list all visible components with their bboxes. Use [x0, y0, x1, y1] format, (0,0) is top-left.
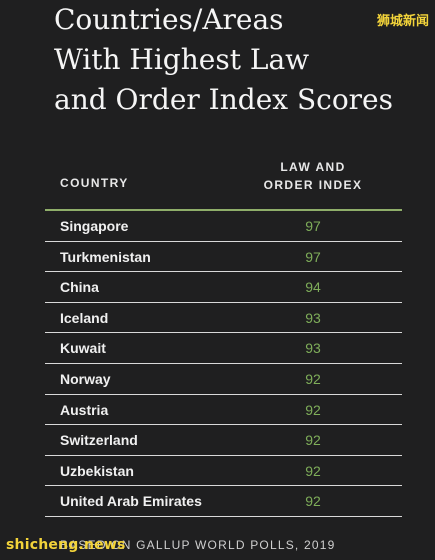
table-row: Austria 92 — [45, 395, 402, 426]
index-score: 92 — [305, 462, 321, 479]
country-name: United Arab Emirates — [60, 493, 202, 510]
index-score: 92 — [305, 493, 321, 510]
source-note: BASED ON GALLUP WORLD POLLS, 2019 — [60, 538, 336, 552]
table-row: Turkmenistan 97 — [45, 242, 402, 273]
table-row: Iceland 93 — [45, 303, 402, 334]
table-row: Singapore 97 — [45, 211, 402, 242]
index-score: 92 — [305, 370, 321, 387]
country-name: Turkmenistan — [60, 248, 151, 265]
index-score: 92 — [305, 432, 321, 449]
index-score: 94 — [305, 279, 321, 296]
country-name: Kuwait — [60, 340, 106, 357]
country-name: China — [60, 279, 99, 296]
column-header-law-and-order-index: LAW AND ORDER INDEX — [263, 160, 363, 192]
index-score: 97 — [305, 218, 321, 234]
country-name: Austria — [60, 401, 109, 418]
index-score: 92 — [305, 401, 321, 418]
index-score: 97 — [305, 248, 321, 265]
table-row: China 94 — [45, 272, 402, 303]
index-score: 93 — [305, 309, 321, 326]
table-row: Norway 92 — [45, 364, 402, 395]
header-divider — [45, 209, 402, 211]
table-row: Kuwait 93 — [45, 333, 402, 364]
column-header-country: COUNTRY — [60, 176, 129, 190]
country-name: Norway — [60, 370, 111, 387]
country-name: Switzerland — [60, 432, 138, 449]
ranking-table: Singapore 97 Turkmenistan 97 China 94 Iceland 9… — [45, 211, 402, 517]
index-score: 93 — [305, 340, 321, 357]
country-name: Iceland — [60, 309, 109, 326]
watermark-site: shicheng.news — [6, 537, 126, 553]
chart-title: Countries/Areas With Highest Law and Ord… — [54, 3, 393, 116]
table-row: Switzerland 92 — [45, 425, 402, 456]
table-row: Uzbekistan 92 — [45, 456, 402, 487]
watermark-logo-text: 狮城新闻 — [376, 14, 429, 29]
country-name: Uzbekistan — [60, 462, 134, 479]
country-name: Singapore — [60, 218, 129, 234]
table-row: United Arab Emirates 92 — [45, 486, 402, 517]
